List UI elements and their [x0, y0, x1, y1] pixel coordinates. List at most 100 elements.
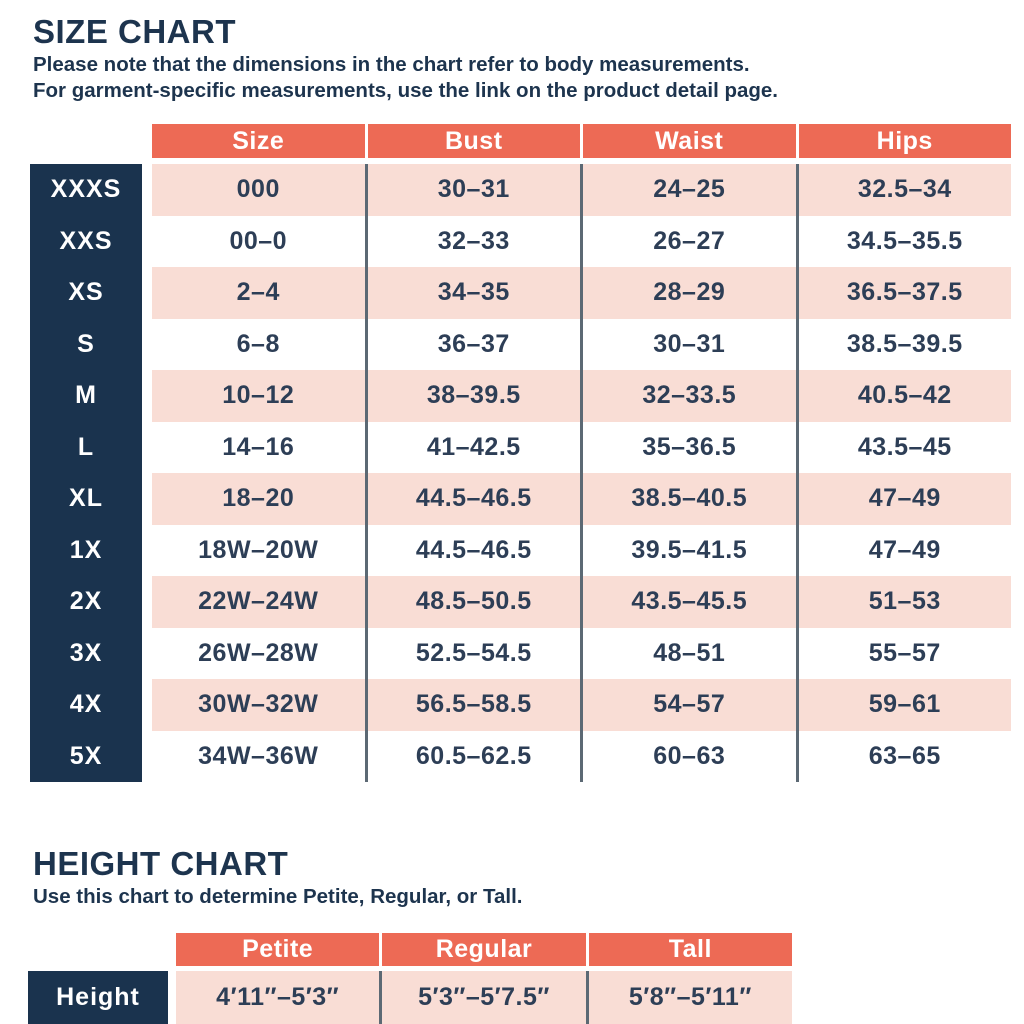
size-cell-bust: 30–31: [367, 164, 580, 216]
size-cell-hips: 59–61: [798, 679, 1011, 731]
size-table-row: XXS 00–0 32–33 26–27 34.5–35.5: [30, 215, 1011, 267]
height-table-header: Petite Regular Tall: [28, 932, 792, 966]
size-row-label: 5X: [30, 730, 142, 782]
height-table-row: Height 4′11″–5′3″ 5′3″–5′7.5″ 5′8″–5′11″: [28, 970, 792, 1024]
size-cell-bust: 44.5–46.5: [367, 473, 580, 525]
size-row-label: XXXS: [30, 164, 142, 216]
size-cell-hips: 32.5–34: [798, 164, 1011, 216]
column-separator: [379, 970, 383, 1024]
label-gap: [142, 319, 152, 371]
column-separator: [580, 627, 583, 679]
size-table-row: XL 18–20 44.5–46.5 38.5–40.5 47–49: [30, 473, 1011, 525]
column-separator: [580, 215, 583, 267]
header-corner-spacer: [28, 933, 168, 966]
size-cell-bust: 36–37: [367, 318, 580, 370]
size-cell-bust: 60.5–62.5: [367, 730, 580, 782]
column-separator: [364, 370, 368, 422]
size-table-row: 3X 26W–28W 52.5–54.5 48–51 55–57: [30, 627, 1011, 679]
size-cell-size: 14–16: [152, 421, 365, 473]
height-cell-regular: 5′3″–5′7.5″: [382, 970, 586, 1024]
column-header-waist: Waist: [583, 124, 796, 158]
size-row-label: 4X: [30, 679, 142, 731]
column-separator: [580, 421, 583, 473]
column-separator: [580, 524, 583, 576]
size-table-header: Size Bust Waist Hips: [30, 124, 1011, 158]
size-table-body: XXXS 000 30–31 24–25 32.5–34 XXS 00–0 32…: [30, 164, 1011, 782]
size-row-label: 1X: [30, 524, 142, 576]
column-separator: [795, 576, 799, 628]
size-cell-hips: 40.5–42: [798, 370, 1011, 422]
column-separator: [364, 267, 368, 319]
column-separator: [364, 318, 368, 370]
size-row-label: M: [30, 370, 142, 422]
size-cell-size: 18–20: [152, 473, 365, 525]
column-separator: [585, 970, 589, 1024]
size-cell-waist: 60–63: [583, 730, 796, 782]
size-cell-size: 10–12: [152, 370, 365, 422]
size-cell-waist: 24–25: [583, 164, 796, 216]
column-header-size: Size: [152, 124, 365, 158]
size-table-row: 4X 30W–32W 56.5–58.5 54–57 59–61: [30, 679, 1011, 731]
header-corner-spacer: [30, 124, 142, 158]
column-separator: [364, 164, 368, 216]
size-cell-size: 26W–28W: [152, 627, 365, 679]
column-separator: [795, 473, 799, 525]
size-table-row: S 6–8 36–37 30–31 38.5–39.5: [30, 318, 1011, 371]
size-table-row: 2X 22W–24W 48.5–50.5 43.5–45.5 51–53: [30, 576, 1011, 628]
column-header-hips: Hips: [798, 124, 1011, 158]
size-cell-bust: 34–35: [367, 267, 580, 319]
column-separator: [795, 318, 799, 370]
height-chart-section: HEIGHT CHART Use this chart to determine…: [0, 832, 1024, 1024]
column-separator: [580, 267, 583, 319]
column-separator: [364, 627, 368, 679]
size-table-row: XXXS 000 30–31 24–25 32.5–34: [30, 164, 1011, 216]
size-cell-bust: 41–42.5: [367, 421, 580, 473]
size-row-label: 2X: [30, 576, 142, 628]
column-separator: [580, 318, 583, 370]
size-cell-bust: 44.5–46.5: [367, 524, 580, 576]
size-cell-hips: 47–49: [798, 473, 1011, 525]
column-separator: [795, 627, 799, 679]
label-gap: [142, 576, 152, 628]
label-gap: [142, 473, 152, 525]
size-table: Size Bust Waist Hips XXXS 000 30–31 24–2…: [30, 124, 1011, 782]
column-separator: [795, 370, 799, 422]
label-gap: [142, 370, 152, 422]
size-cell-waist: 54–57: [583, 679, 796, 731]
size-cell-size: 18W–20W: [152, 524, 365, 576]
size-cell-waist: 39.5–41.5: [583, 524, 796, 576]
size-row-label: L: [30, 421, 142, 473]
label-gap: [168, 933, 176, 966]
size-cell-size: 34W–36W: [152, 730, 365, 782]
size-cell-size: 30W–32W: [152, 679, 365, 731]
size-cell-size: 6–8: [152, 318, 365, 370]
column-separator: [795, 730, 799, 782]
column-separator: [580, 473, 583, 525]
size-cell-size: 00–0: [152, 215, 365, 267]
column-separator: [364, 730, 368, 782]
size-cell-waist: 32–33.5: [583, 370, 796, 422]
size-cell-waist: 35–36.5: [583, 421, 796, 473]
height-cell-petite: 4′11″–5′3″: [176, 970, 380, 1024]
size-cell-waist: 43.5–45.5: [583, 576, 796, 628]
size-table-row: XS 2–4 34–35 28–29 36.5–37.5: [30, 267, 1011, 319]
label-gap: [142, 124, 152, 158]
label-gap: [142, 267, 152, 319]
column-header-tall: Tall: [588, 932, 792, 966]
size-cell-hips: 55–57: [798, 627, 1011, 679]
column-separator: [795, 215, 799, 267]
height-table: Petite Regular Tall Height 4′11″–5′3″ 5′…: [28, 932, 792, 1024]
size-chart-subtitle-line2: For garment-specific measurements, use t…: [33, 78, 778, 102]
label-gap: [142, 731, 152, 783]
height-chart-title: HEIGHT CHART: [33, 845, 289, 882]
size-row-label: XL: [30, 473, 142, 525]
size-cell-waist: 26–27: [583, 215, 796, 267]
size-chart-subtitle-line1: Please note that the dimensions in the c…: [33, 53, 750, 76]
size-cell-waist: 30–31: [583, 318, 796, 370]
column-header-bust: Bust: [367, 124, 580, 158]
size-cell-hips: 63–65: [798, 730, 1011, 782]
size-cell-bust: 52.5–54.5: [367, 627, 580, 679]
size-row-label: S: [30, 318, 142, 370]
size-cell-waist: 28–29: [583, 267, 796, 319]
column-header-petite: Petite: [176, 932, 380, 966]
